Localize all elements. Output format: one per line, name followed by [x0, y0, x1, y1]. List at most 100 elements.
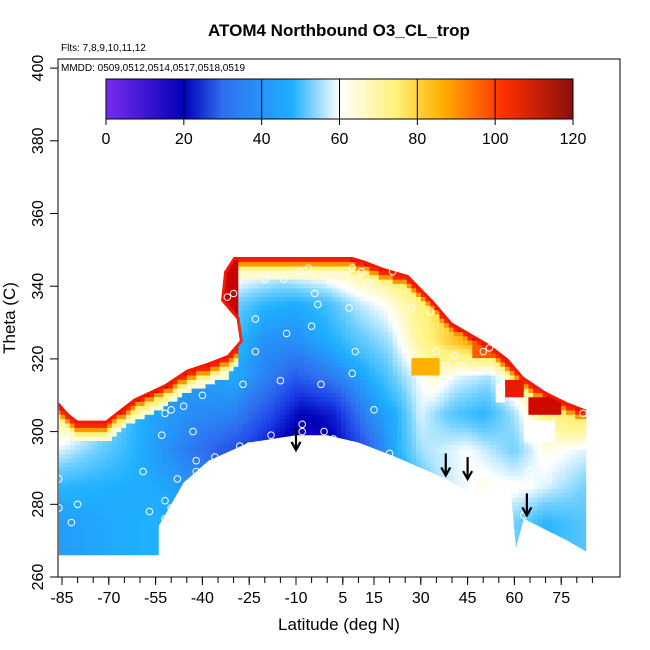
field-cell	[182, 488, 188, 494]
field-cell	[247, 492, 253, 498]
field-cell	[140, 492, 146, 498]
field-cell	[135, 531, 141, 537]
field-cell	[154, 553, 160, 556]
field-cell	[88, 422, 94, 428]
field-cell	[210, 436, 216, 441]
field-cell	[65, 366, 71, 372]
field-cell	[228, 379, 235, 385]
field-cell	[210, 527, 216, 533]
field-cell	[60, 361, 66, 367]
field-cell	[186, 501, 193, 507]
field-cell	[126, 457, 132, 463]
field-cell	[336, 340, 342, 345]
field-cell	[154, 300, 160, 306]
field-cell	[369, 318, 375, 324]
field-cell	[79, 366, 85, 372]
field-cell	[74, 436, 80, 441]
field-cell	[97, 265, 104, 271]
field-cell	[355, 436, 361, 441]
field-cell	[290, 248, 295, 253]
field-cell	[149, 335, 155, 341]
field-cell	[116, 361, 122, 367]
field-cell	[285, 331, 291, 337]
field-cell	[289, 300, 296, 306]
field-cell	[158, 287, 164, 293]
field-cell	[364, 278, 370, 284]
field-cell	[365, 558, 370, 563]
field-cell	[182, 466, 188, 472]
field-cell	[177, 444, 183, 450]
field-cell	[102, 353, 108, 359]
field-cell	[154, 313, 160, 319]
field-cell	[345, 313, 352, 319]
field-cell	[303, 527, 310, 533]
field-cell	[374, 322, 380, 328]
field-cell	[60, 436, 66, 441]
field-cell	[224, 366, 230, 372]
field-cell	[196, 488, 202, 494]
field-cell	[303, 340, 310, 345]
field-cell	[140, 248, 145, 253]
field-cell	[158, 374, 164, 380]
field-cell	[336, 462, 342, 468]
field-cell	[149, 514, 155, 520]
field-cell	[243, 422, 249, 428]
field-cell	[247, 292, 253, 297]
field-cell	[79, 392, 85, 398]
field-cell	[317, 457, 324, 463]
field-cell	[107, 296, 113, 302]
field-cell	[158, 405, 164, 411]
field-cell	[74, 545, 80, 550]
field-cell	[280, 553, 286, 556]
field-cell	[308, 440, 314, 446]
field-cell	[182, 501, 188, 507]
field-cell	[369, 531, 375, 537]
field-cell	[238, 287, 244, 293]
field-cell	[271, 392, 277, 398]
field-cell	[303, 531, 310, 537]
field-cell	[163, 457, 169, 463]
field-cell	[336, 270, 342, 276]
field-cell	[261, 457, 267, 463]
field-cell	[322, 497, 328, 502]
field-cell	[191, 287, 197, 293]
field-cell	[364, 462, 370, 468]
field-cell	[285, 353, 291, 359]
field-cell	[266, 274, 272, 280]
field-cell	[58, 505, 62, 511]
field-cell	[116, 370, 122, 376]
field-cell	[374, 388, 380, 393]
field-cell	[247, 518, 253, 524]
field-cell	[266, 418, 272, 424]
field-cell	[135, 527, 141, 533]
field-cell	[144, 309, 150, 315]
field-cell	[88, 497, 94, 502]
field-cell	[111, 418, 118, 424]
field-cell	[135, 492, 141, 498]
field-cell	[294, 287, 300, 293]
field-cell	[341, 405, 347, 411]
field-cell	[313, 322, 319, 328]
field-cell	[266, 257, 272, 258]
field-cell	[186, 348, 193, 354]
field-cell	[280, 414, 286, 420]
field-cell	[252, 475, 258, 481]
field-cell	[69, 318, 76, 324]
field-cell	[60, 536, 66, 542]
field-cell	[149, 466, 155, 472]
field-cell	[252, 422, 258, 428]
field-cell	[69, 497, 76, 502]
field-cell	[88, 287, 94, 293]
field-cell	[257, 401, 263, 407]
field-cell	[379, 558, 384, 563]
field-cell	[360, 370, 366, 376]
field-cell	[107, 283, 113, 289]
field-cell	[135, 344, 141, 350]
field-cell	[299, 514, 305, 520]
field-cell	[144, 492, 150, 498]
field-cell	[60, 409, 66, 415]
field-cell	[271, 453, 277, 459]
field-cell	[126, 540, 132, 546]
field-cell	[313, 449, 319, 454]
field-cell	[97, 510, 104, 516]
